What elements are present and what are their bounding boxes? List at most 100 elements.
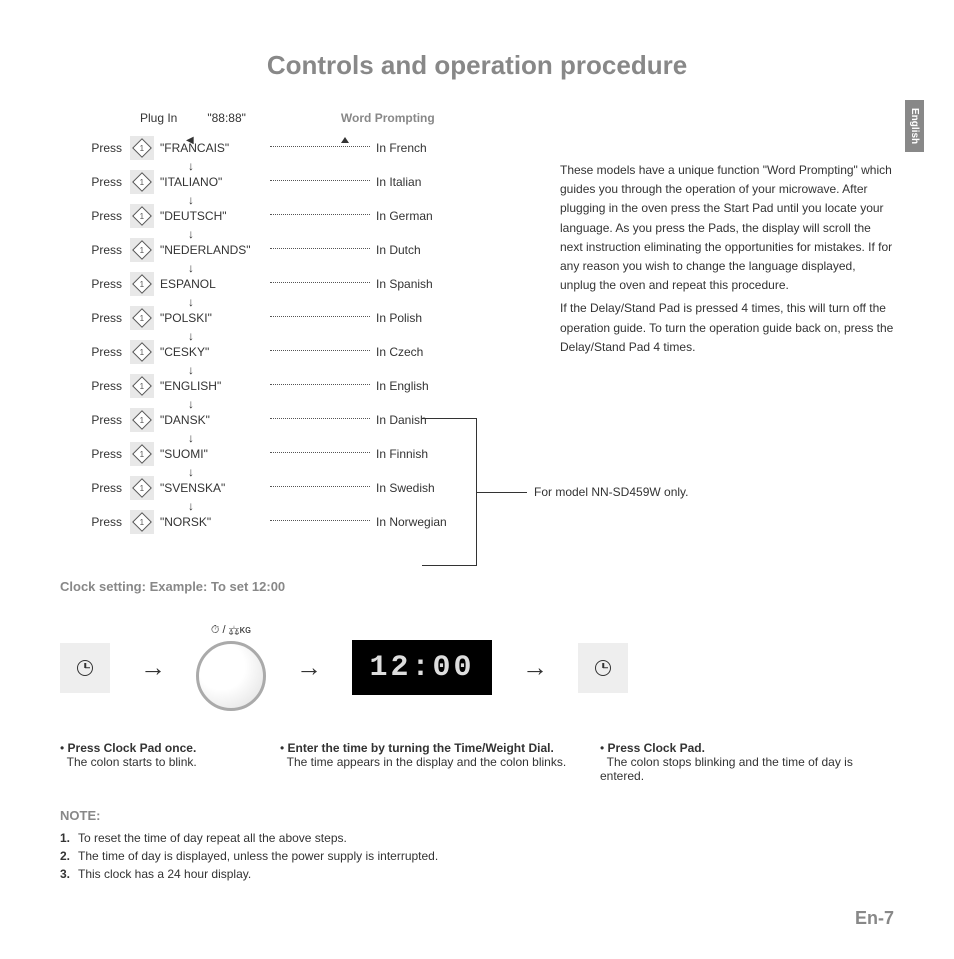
press-label: Press (60, 413, 130, 427)
press-label: Press (60, 175, 130, 189)
language-name: "NORSK" (160, 515, 270, 529)
language-row: Press "ENGLISH" In English (60, 369, 530, 403)
model-note: For model NN-SD459W only. (534, 485, 689, 499)
start-pad-icon (130, 170, 154, 194)
word-prompting-paragraph: These models have a unique function "Wor… (560, 161, 894, 295)
start-pad-icon (130, 204, 154, 228)
language-name: "ENGLISH" (160, 379, 270, 393)
start-pad-icon (130, 272, 154, 296)
language-name: "CESKY" (160, 345, 270, 359)
language-name: "SVENSKA" (160, 481, 270, 495)
language-name: ESPANOL (160, 277, 270, 291)
time-weight-dial (196, 641, 266, 711)
press-label: Press (60, 277, 130, 291)
language-desc: In Spanish (370, 277, 433, 291)
language-desc: In Czech (370, 345, 423, 359)
model-bracket-line (477, 492, 527, 493)
dial-label: ⏱ / ⚖ᴋɢ (196, 624, 266, 637)
language-row: Press "CESKY" In Czech (60, 335, 530, 369)
language-name: "SUOMI" (160, 447, 270, 461)
start-pad-icon (130, 374, 154, 398)
language-desc: In Finnish (370, 447, 428, 461)
note-item: 1.To reset the time of day repeat all th… (60, 831, 894, 845)
time-display: 12:00 (352, 640, 492, 695)
initial-display: "88:88" (207, 111, 246, 125)
start-pad-icon (130, 340, 154, 364)
language-desc: In French (370, 141, 427, 155)
step1-title: Press Clock Pad once. (68, 741, 197, 755)
language-row: Press "POLSKI" In Polish (60, 301, 530, 335)
step2-title: Enter the time by turning the Time/Weigh… (288, 741, 554, 755)
press-label: Press (60, 481, 130, 495)
arrow-right-icon: → (140, 652, 166, 683)
note-item: 2.The time of day is displayed, unless t… (60, 849, 894, 863)
clock-icon (77, 660, 93, 676)
press-label: Press (60, 243, 130, 257)
arrow-right-icon: → (522, 652, 548, 683)
language-name: "FRANCAIS" (160, 141, 270, 155)
clock-pad-1 (60, 643, 110, 693)
connector-dots (270, 486, 370, 487)
plugin-label: Plug In (140, 111, 177, 125)
start-pad-icon (130, 442, 154, 466)
model-bracket (422, 418, 477, 566)
language-desc: In Danish (370, 413, 427, 427)
connector-dots (270, 180, 370, 181)
step3-title: Press Clock Pad. (608, 741, 705, 755)
connector-dots (270, 520, 370, 521)
start-pad-icon (130, 238, 154, 262)
language-desc: In Italian (370, 175, 421, 189)
start-pad-icon (130, 510, 154, 534)
connector-dots (270, 316, 370, 317)
start-pad-icon (130, 136, 154, 160)
start-pad-icon (130, 306, 154, 330)
connector-dots (270, 214, 370, 215)
language-name: "NEDERLANDS" (160, 243, 270, 257)
connector-dots (270, 350, 370, 351)
language-desc: In German (370, 209, 433, 223)
word-prompting-heading: Word Prompting (341, 111, 435, 125)
press-label: Press (60, 209, 130, 223)
start-pad-icon (130, 476, 154, 500)
clock-icon (595, 660, 611, 676)
connector-dots (270, 282, 370, 283)
press-label: Press (60, 345, 130, 359)
language-row: Press "FRANCAIS" In French (60, 131, 530, 165)
connector-dots (270, 146, 370, 147)
delay-stand-paragraph: If the Delay/Stand Pad is pressed 4 time… (560, 299, 894, 357)
language-desc: In Polish (370, 311, 422, 325)
language-desc: In English (370, 379, 429, 393)
step1-body: The colon starts to blink. (67, 755, 197, 769)
step2-body: The time appears in the display and the … (287, 755, 567, 769)
language-name: "DANSK" (160, 413, 270, 427)
clock-procedure-row: → ⏱ / ⚖ᴋɢ → 12:00 → (60, 624, 894, 711)
press-label: Press (60, 379, 130, 393)
note-item: 3.This clock has a 24 hour display. (60, 867, 894, 881)
language-desc: In Dutch (370, 243, 421, 257)
language-row: Press "ITALIANO" In Italian (60, 165, 530, 199)
language-name: "POLSKI" (160, 311, 270, 325)
connector-dots (270, 248, 370, 249)
language-row: Press "NEDERLANDS" In Dutch (60, 233, 530, 267)
language-row: Press ESPANOL In Spanish (60, 267, 530, 301)
step3-body: The colon stops blinking and the time of… (600, 755, 853, 783)
clock-setting-heading: Clock setting: Example: To set 12:00 (60, 579, 894, 594)
connector-dots (270, 452, 370, 453)
clock-pad-2 (578, 643, 628, 693)
press-label: Press (60, 311, 130, 325)
connector-dots (270, 384, 370, 385)
press-label: Press (60, 447, 130, 461)
language-tab: English (905, 100, 924, 152)
arrow-right-icon: → (296, 652, 322, 683)
page-number: En-7 (855, 908, 894, 929)
language-name: "ITALIANO" (160, 175, 270, 189)
page-title: Controls and operation procedure (60, 50, 894, 81)
language-row: Press "DEUTSCH" In German (60, 199, 530, 233)
language-name: "DEUTSCH" (160, 209, 270, 223)
connector-dots (270, 418, 370, 419)
note-list: 1.To reset the time of day repeat all th… (60, 831, 894, 881)
note-heading: NOTE: (60, 808, 894, 823)
start-pad-icon (130, 408, 154, 432)
press-label: Press (60, 141, 130, 155)
press-label: Press (60, 515, 130, 529)
